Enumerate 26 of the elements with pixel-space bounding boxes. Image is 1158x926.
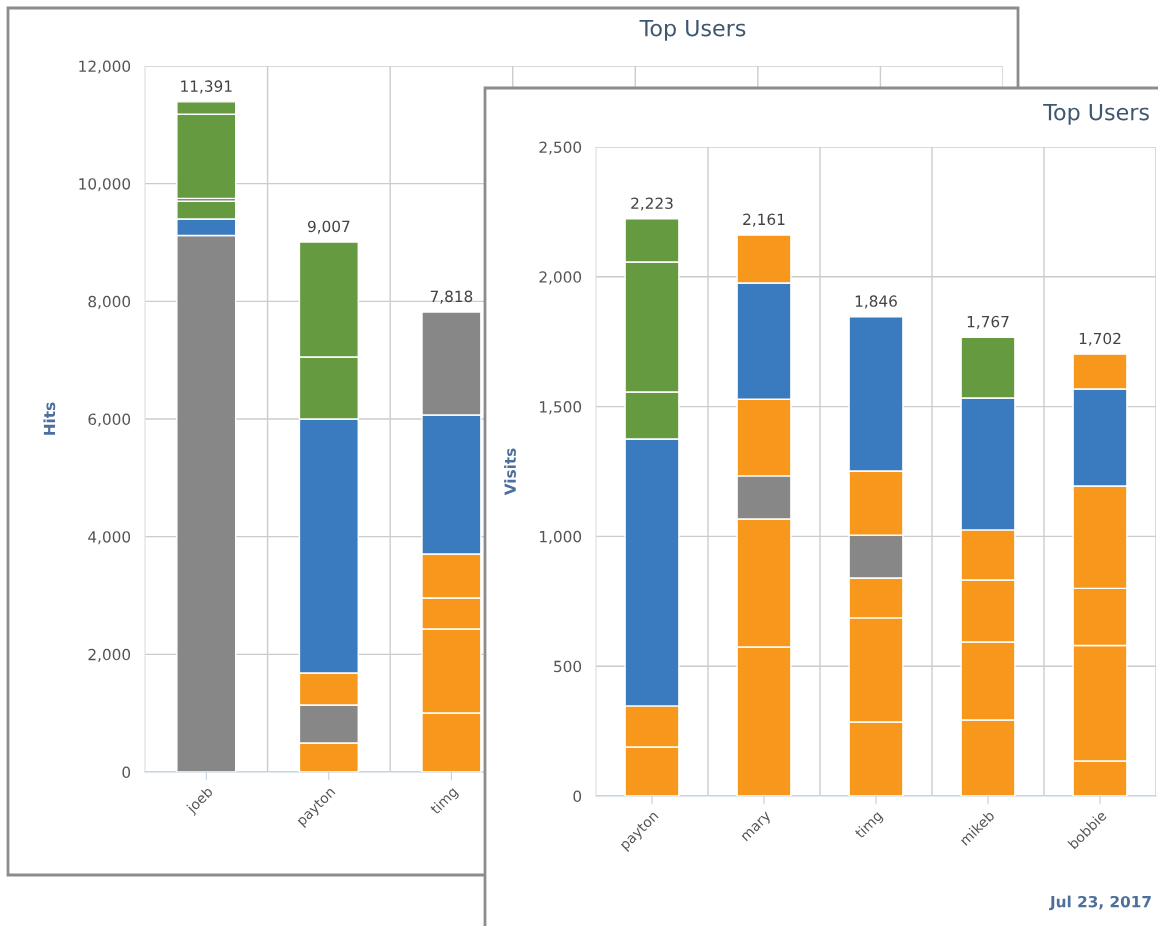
total-label: 11,391 [181, 80, 232, 94]
total-label: 1,767 [967, 315, 1009, 329]
y-tick-label: 2,000 [539, 271, 582, 285]
total-label: 9,007 [307, 220, 350, 234]
total-label: 2,223 [631, 197, 673, 211]
y-tick-label: 12,000 [79, 60, 131, 74]
text: Jul 23, 2017 [1049, 895, 1151, 911]
total-label: 7,818 [430, 290, 473, 304]
y-tick-label: 4,000 [88, 531, 131, 545]
y-tick-label: 8,000 [88, 295, 131, 309]
total-label: 1,846 [855, 295, 897, 309]
y-tick-label: 1,000 [540, 530, 582, 544]
chart-title: Top Users [1043, 103, 1149, 125]
y-tick-label: 1,500 [540, 401, 582, 415]
total-label: 2,161 [743, 213, 785, 227]
y-tick-label: 0 [573, 790, 582, 803]
y-tick-label: 10,000 [79, 178, 131, 192]
y-tick-label: 2,500 [539, 141, 582, 155]
y-tick-label: 500 [554, 660, 582, 673]
y-tick-label: 6,000 [88, 413, 131, 427]
y-axis-title: Hits [43, 402, 56, 435]
total-label: 1,702 [1079, 332, 1121, 346]
y-tick-label: 2,000 [88, 648, 131, 662]
y-tick-label: 0 [122, 766, 131, 779]
chart-title: Top Users [639, 19, 746, 41]
y-axis-title: Visits [504, 448, 516, 496]
